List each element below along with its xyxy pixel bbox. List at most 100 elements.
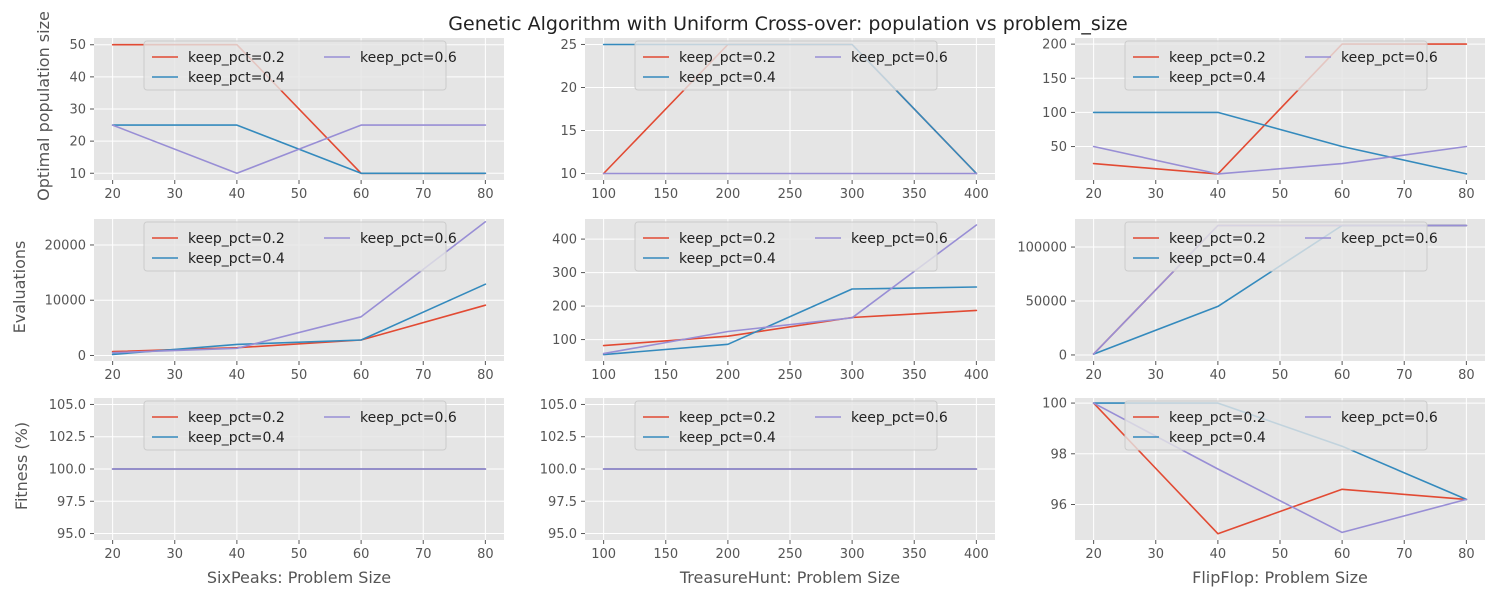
x-tick-label: 40: [229, 547, 246, 562]
y-tick-label: 15: [560, 124, 577, 139]
y-tick-label: 20: [560, 81, 577, 96]
x-tick-label: 80: [477, 368, 494, 383]
y-tick-label: 95.0: [57, 527, 86, 542]
y-tick-label: 105.0: [540, 398, 577, 413]
x-tick-label: 60: [353, 547, 370, 562]
x-tick-label: 70: [1396, 368, 1413, 383]
legend-label: keep_pct=0.2: [188, 50, 285, 66]
figure-title: Genetic Algorithm with Uniform Cross-ove…: [448, 13, 1127, 35]
x-tick-label: 100: [591, 187, 616, 202]
y-tick-label: 400: [552, 233, 577, 248]
y-tick-label: 0: [1059, 348, 1067, 363]
x-tick-label: 80: [1458, 187, 1475, 202]
legend: [1124, 221, 1428, 272]
x-axis-label: SixPeaks: Problem Size: [207, 568, 391, 587]
x-tick-label: 20: [104, 187, 121, 202]
legend: [143, 40, 447, 91]
y-tick-label: 30: [69, 103, 86, 118]
x-tick-label: 50: [291, 187, 308, 202]
legend-label: keep_pct=0.4: [1169, 251, 1266, 267]
y-tick-label: 100.0: [49, 463, 86, 478]
legend-label: keep_pct=0.6: [360, 410, 457, 426]
x-tick-label: 50: [1272, 187, 1289, 202]
x-tick-label: 150: [653, 187, 678, 202]
series-line: [602, 286, 978, 356]
legend-label: keep_pct=0.6: [1341, 231, 1438, 247]
x-tick-label: 40: [229, 187, 246, 202]
x-axis-label: FlipFlop: Problem Size: [1192, 568, 1368, 587]
x-tick-label: 40: [229, 368, 246, 383]
y-tick-label: 50: [69, 38, 86, 53]
y-tick-label: 20000: [45, 238, 86, 253]
y-tick-label: 100.0: [540, 463, 577, 478]
x-tick-label: 40: [1210, 368, 1227, 383]
series-line: [1092, 145, 1468, 175]
legend: [634, 221, 938, 272]
y-tick-label: 97.5: [548, 495, 577, 510]
x-tick-label: 250: [778, 368, 803, 383]
y-tick-label: 40: [69, 70, 86, 85]
x-tick-label: 150: [653, 368, 678, 383]
series-line: [1092, 402, 1468, 535]
legend-label: keep_pct=0.6: [851, 231, 948, 247]
x-tick-label: 400: [964, 187, 989, 202]
y-tick-label: 10: [69, 167, 86, 182]
x-tick-label: 30: [1147, 368, 1164, 383]
legend-label: keep_pct=0.6: [360, 231, 457, 247]
x-tick-label: 200: [715, 547, 740, 562]
legend-label: keep_pct=0.4: [1169, 430, 1266, 446]
y-tick-label: 10: [560, 167, 577, 182]
x-tick-label: 20: [104, 547, 121, 562]
legend-label: keep_pct=0.2: [679, 50, 776, 66]
x-tick-label: 100: [591, 547, 616, 562]
subplot-7: 20 30 40 50 60 70 80 95.0 97.5 100.0 102.5 105.0 kee…: [12, 398, 504, 587]
legend: [1124, 40, 1428, 91]
subplot-6: 20 30 40 50 60 70 80050000100000keep_pct=0.2ke…: [1017, 219, 1485, 383]
legend-label: keep_pct=0.2: [1169, 50, 1266, 66]
legend: [634, 40, 938, 91]
legend-label: keep_pct=0.2: [1169, 410, 1266, 426]
legend-label: keep_pct=0.4: [679, 430, 776, 446]
y-tick-label: 96: [1050, 498, 1067, 513]
x-tick-label: 70: [415, 547, 432, 562]
legend: [634, 400, 938, 451]
x-tick-label: 50: [1272, 368, 1289, 383]
y-tick-label: 100: [552, 333, 577, 348]
legend-label: keep_pct=0.2: [679, 410, 776, 426]
x-tick-label: 300: [840, 187, 865, 202]
x-tick-label: 250: [778, 547, 803, 562]
x-tick-label: 80: [1458, 547, 1475, 562]
x-tick-label: 50: [291, 368, 308, 383]
legend-label: keep_pct=0.2: [188, 231, 285, 247]
x-tick-label: 60: [1334, 368, 1351, 383]
y-tick-label: 10000: [45, 294, 86, 309]
x-tick-label: 30: [166, 368, 183, 383]
y-tick-label: 50: [1050, 140, 1067, 155]
x-tick-label: 20: [1085, 368, 1102, 383]
x-tick-label: 60: [353, 368, 370, 383]
subplot-5: 100 150 200 250 300 350 400 100 200 300 400 keep_pc…: [552, 219, 995, 383]
x-tick-label: 80: [477, 547, 494, 562]
series-line: [1092, 111, 1468, 175]
x-tick-label: 70: [415, 187, 432, 202]
legend-label: keep_pct=0.4: [679, 70, 776, 86]
x-tick-label: 30: [1147, 187, 1164, 202]
legend-label: keep_pct=0.4: [188, 430, 285, 446]
x-tick-label: 350: [902, 547, 927, 562]
x-tick-label: 20: [104, 368, 121, 383]
y-tick-label: 100000: [1017, 241, 1067, 256]
legend-label: keep_pct=0.6: [1341, 410, 1438, 426]
x-tick-label: 30: [1147, 547, 1164, 562]
x-tick-label: 150: [653, 547, 678, 562]
x-tick-label: 80: [477, 187, 494, 202]
legend: [143, 400, 447, 451]
subplot-9: 20 30 40 50 60 70 80 96 98 100 keep_pct=0.2 keep_pc…: [1042, 397, 1485, 587]
x-tick-label: 30: [166, 547, 183, 562]
subplot-2: 100 150 200 250 300 350 400 10 15 20 25 keep_pct=0.…: [560, 38, 995, 202]
y-tick-label: 200: [552, 300, 577, 315]
x-tick-label: 30: [166, 187, 183, 202]
y-axis-label: Optimal population size: [34, 11, 53, 201]
legend-label: keep_pct=0.2: [188, 410, 285, 426]
legend-label: keep_pct=0.4: [1169, 70, 1266, 86]
y-tick-label: 95.0: [548, 527, 577, 542]
